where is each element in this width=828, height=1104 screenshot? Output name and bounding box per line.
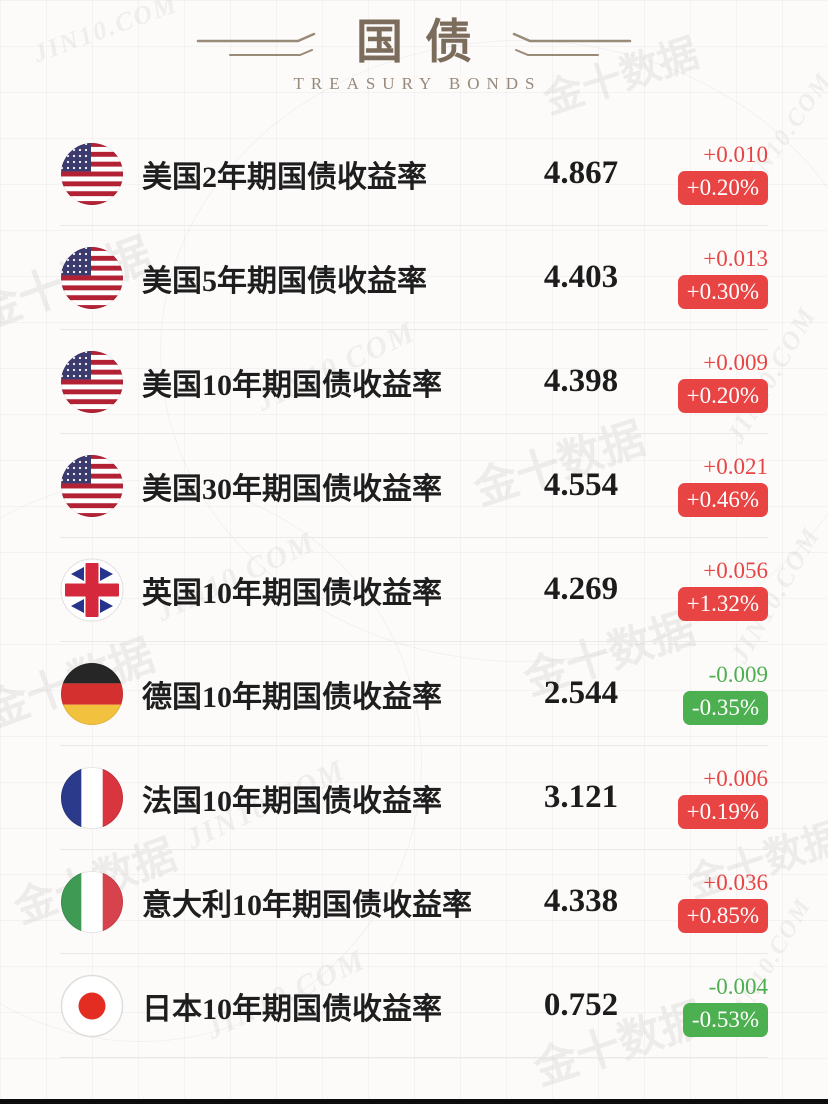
bond-yield-value: 4.269	[543, 571, 619, 608]
bond-change-column: -0.009 -0.35%	[656, 663, 768, 725]
bond-change-column: +0.056 +1.32%	[656, 559, 768, 621]
bond-label: 美国2年期国债收益率	[142, 160, 427, 194]
bond-change-value: +0.009	[703, 349, 768, 375]
bond-change-pct-badge: +0.85%	[677, 898, 768, 933]
bond-yield-value: 4.403	[543, 259, 619, 296]
bond-change-pct-badge: +0.19%	[677, 794, 768, 829]
bond-label: 美国10年期国债收益率	[142, 368, 442, 402]
bond-yield-value: 2.544	[543, 675, 619, 712]
title-ornament-left-icon	[196, 32, 316, 57]
bond-change-column: +0.021 +0.46%	[656, 455, 768, 517]
bond-change-value: +0.056	[703, 557, 768, 583]
bond-row: 意大利10年期国债收益率 4.338 +0.036 +0.85%	[60, 850, 768, 955]
bond-change-pct-badge: +1.32%	[677, 586, 768, 621]
flag-it-icon	[60, 870, 124, 934]
bond-yield-value: 4.338	[543, 883, 619, 920]
bond-row: 美国30年期国债收益率 4.554 +0.021 +0.46%	[60, 434, 768, 539]
bond-change-value: +0.010	[703, 141, 768, 167]
page-subtitle: TREASURY BONDS	[293, 74, 542, 94]
bond-yield-value: 4.867	[543, 155, 619, 192]
bond-yield-value: 3.121	[543, 779, 619, 816]
flag-us-icon	[60, 454, 124, 518]
bond-change-pct-badge: -0.53%	[682, 1002, 768, 1037]
bond-yield-value: 4.398	[543, 363, 619, 400]
flag-us-icon	[60, 142, 124, 206]
bond-yield-value: 0.752	[543, 987, 619, 1024]
bond-change-value: +0.036	[703, 869, 768, 895]
page-header: 国债 TREASURY BONDS	[0, 0, 828, 94]
bond-row: 美国10年期国债收益率 4.398 +0.009 +0.20%	[60, 330, 768, 435]
bond-label: 美国30年期国债收益率	[142, 472, 442, 506]
bond-change-value: +0.021	[703, 453, 768, 479]
bond-change-pct-badge: -0.35%	[682, 690, 768, 725]
page-title: 国债	[356, 17, 494, 69]
bond-label: 日本10年期国债收益率	[142, 992, 442, 1026]
flag-uk-icon	[60, 558, 124, 622]
flag-us-icon	[60, 350, 124, 414]
bond-change-value: +0.006	[703, 765, 768, 791]
bond-change-pct-badge: +0.20%	[677, 378, 768, 413]
flag-de-icon	[60, 662, 124, 726]
bond-row: 日本10年期国债收益率 0.752 -0.004 -0.53%	[60, 954, 768, 1059]
bond-row: 德国10年期国债收益率 2.544 -0.009 -0.35%	[60, 642, 768, 747]
bond-label: 意大利10年期国债收益率	[142, 888, 472, 922]
bond-change-column: +0.009 +0.20%	[656, 351, 768, 413]
bond-change-column: +0.036 +0.85%	[656, 871, 768, 933]
flag-fr-icon	[60, 766, 124, 830]
bottom-edge-bar	[0, 1099, 828, 1104]
title-ornament-right-icon	[512, 32, 632, 57]
bond-change-value: +0.013	[703, 245, 768, 271]
bond-row: 英国10年期国债收益率 4.269 +0.056 +1.32%	[60, 538, 768, 643]
bond-yield-value: 4.554	[543, 467, 619, 504]
bond-change-pct-badge: +0.20%	[677, 170, 768, 205]
bond-change-column: -0.004 -0.53%	[656, 975, 768, 1037]
bond-change-pct-badge: +0.30%	[677, 274, 768, 309]
bond-row: 法国10年期国债收益率 3.121 +0.006 +0.19%	[60, 746, 768, 851]
bond-row: 美国2年期国债收益率 4.867 +0.010 +0.20%	[60, 122, 768, 227]
bond-change-value: -0.004	[708, 973, 768, 999]
bond-change-column: +0.010 +0.20%	[656, 143, 768, 205]
bond-change-value: -0.009	[708, 661, 768, 687]
bond-label: 法国10年期国债收益率	[142, 784, 442, 818]
bond-label: 英国10年期国债收益率	[142, 576, 442, 610]
bond-change-pct-badge: +0.46%	[677, 482, 768, 517]
flag-us-icon	[60, 246, 124, 310]
bond-row: 美国5年期国债收益率 4.403 +0.013 +0.30%	[60, 226, 768, 331]
bond-label: 美国5年期国债收益率	[142, 264, 427, 298]
bond-label: 德国10年期国债收益率	[142, 680, 442, 714]
bond-change-column: +0.006 +0.19%	[656, 767, 768, 829]
bond-change-column: +0.013 +0.30%	[656, 247, 768, 309]
flag-jp-icon	[60, 974, 124, 1038]
bond-list: 美国2年期国债收益率 4.867 +0.010 +0.20% 美国5年期国债收益…	[60, 122, 768, 1059]
